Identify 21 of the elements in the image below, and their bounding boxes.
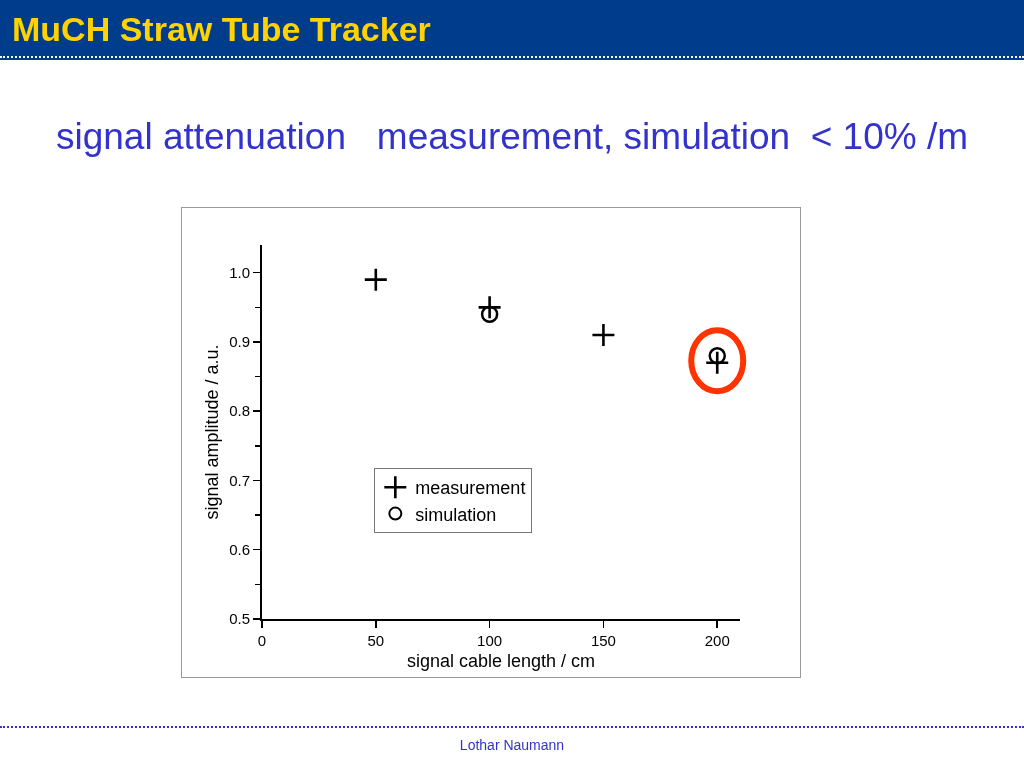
point — [480, 305, 499, 323]
y-tick-label: 0.9 — [229, 333, 250, 351]
text: Lothar Naumann — [458, 737, 566, 753]
point — [592, 324, 615, 347]
chart-subtitle: signal attenuation measurement, simulation < 10% /m — [54, 115, 970, 159]
y-axis-title: signal amplitude / a.u. — [201, 344, 222, 520]
y-tick-label: 0.6 — [229, 540, 250, 558]
x-tick-label: 100 — [477, 632, 503, 649]
y-tick-label: 0.8 — [229, 402, 250, 420]
y-tick-label: 0.5 — [229, 610, 250, 628]
x-tick-label: 0 — [257, 632, 267, 649]
legend-label: simulation — [415, 504, 497, 525]
x-tick-label: 50 — [367, 632, 385, 649]
y-tick-label: 1.0 — [229, 263, 250, 281]
point — [364, 268, 387, 291]
y-tick-label: 0.7 — [229, 471, 250, 489]
legend-label: measurement — [415, 478, 526, 499]
x-axis-title: signal cable length / cm — [406, 650, 596, 671]
chart-title: MuCH Straw Tube Tracker — [12, 10, 431, 48]
x-tick-label: 150 — [590, 632, 616, 649]
x-tick-label: 200 — [704, 632, 730, 649]
